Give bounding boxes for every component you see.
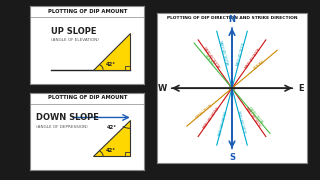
Text: N88°45'30"W: N88°45'30"W	[202, 47, 220, 71]
Text: N60°45'30"W: N60°45'30"W	[217, 40, 228, 67]
Text: 42°: 42°	[105, 148, 115, 153]
Text: DIRECTION: DIRECTION	[247, 106, 264, 125]
Text: PLOTTING OF DIP DIRECTION AND STRIKE DIRECTION: PLOTTING OF DIP DIRECTION AND STRIKE DIR…	[167, 16, 297, 20]
Text: (ANGLE OF DEPRESSION): (ANGLE OF DEPRESSION)	[36, 125, 88, 129]
Text: S60°45'30"W: S60°45'30"W	[217, 110, 228, 136]
Polygon shape	[93, 120, 130, 156]
Text: (ANGLE OF ELEVATION): (ANGLE OF ELEVATION)	[51, 38, 99, 42]
Text: UP SLOPE: UP SLOPE	[51, 27, 96, 36]
Text: E: E	[298, 84, 304, 93]
Text: S88°45'30"W: S88°45'30"W	[202, 106, 220, 130]
Text: DOWN SLOPE: DOWN SLOPE	[36, 113, 99, 122]
Text: S60°45'30"E: S60°45'30"E	[236, 111, 246, 136]
Text: N88°45'30"E: N88°45'30"E	[244, 47, 261, 70]
Text: DIRECTION: DIRECTION	[195, 103, 214, 120]
Text: STRIKE: STRIKE	[253, 59, 266, 71]
Polygon shape	[93, 33, 130, 70]
Text: N60°45'30"E: N60°45'30"E	[236, 41, 246, 66]
Text: N: N	[228, 15, 236, 24]
Text: STRIKE: STRIKE	[203, 54, 215, 67]
Text: 42°: 42°	[105, 62, 115, 67]
Text: W: W	[158, 84, 167, 93]
Text: S88°45'30"E: S88°45'30"E	[244, 107, 261, 129]
Text: PLOTTING OF DIP AMOUNT: PLOTTING OF DIP AMOUNT	[47, 95, 127, 100]
Text: PLOTTING OF DIP AMOUNT: PLOTTING OF DIP AMOUNT	[47, 9, 127, 14]
Text: S: S	[229, 153, 235, 162]
Text: 42°: 42°	[107, 125, 116, 130]
